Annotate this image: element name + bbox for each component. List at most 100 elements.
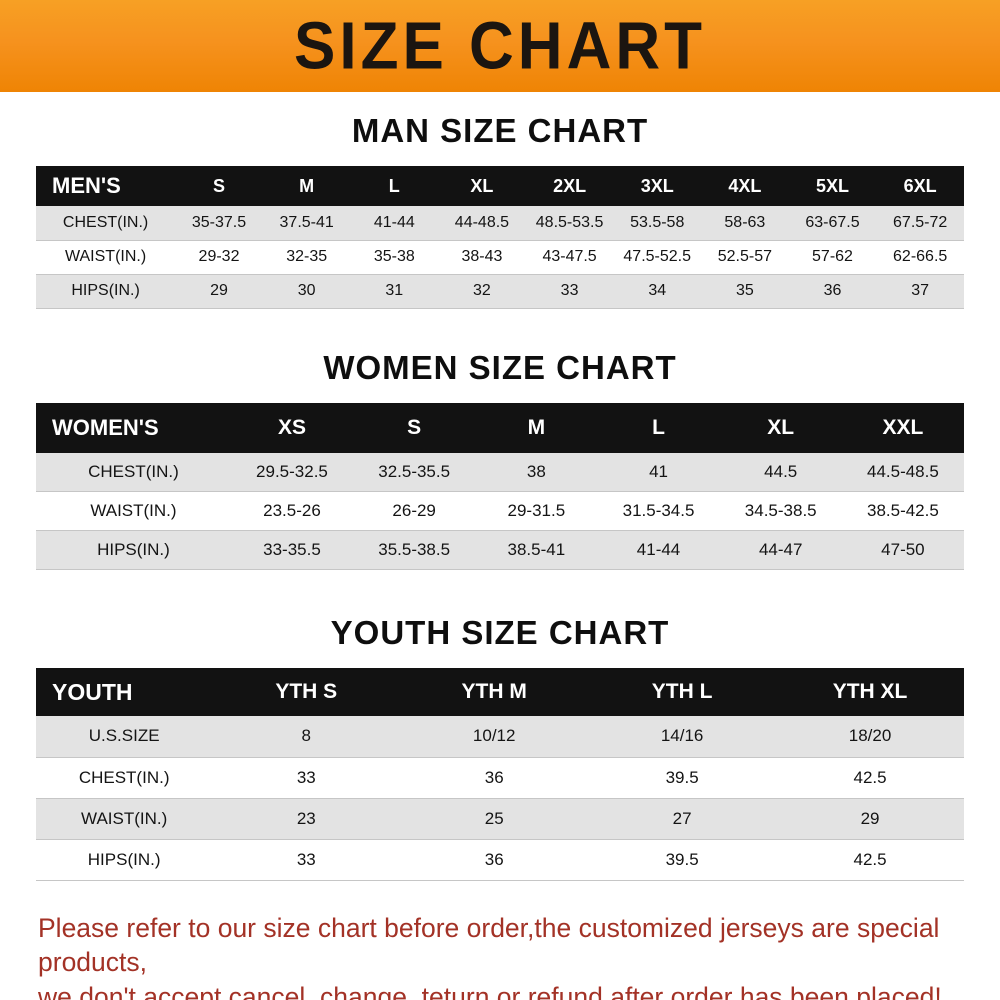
size-column-header: YTH XL — [776, 668, 964, 716]
measurement-value: 29-31.5 — [507, 501, 566, 520]
size-chart-section: WOMEN SIZE CHART WOMEN'S XS S M L XL XXL CHEST(I… — [0, 349, 1000, 571]
measurement-value: 34.5-38.5 — [744, 501, 817, 520]
measurement-value: 33 — [296, 849, 316, 869]
size-column-header: YTH M — [400, 668, 589, 716]
measurement-label: WAIST(IN.) — [65, 248, 147, 265]
table-header-row: WOMEN'S XS S M L XL XXL — [36, 402, 964, 453]
table-name-header: MEN'S — [36, 166, 176, 206]
size-column-header: S — [175, 166, 263, 206]
measurement-value: 58-63 — [724, 213, 766, 231]
measurement-value: 63-67.5 — [805, 213, 860, 231]
measurement-label: WAIST(IN.) — [90, 501, 177, 520]
size-column-header: L — [597, 402, 720, 453]
table-row: HIPS(IN.) 33 36 39.5 42.5 — [36, 839, 964, 880]
charts-container: MAN SIZE CHART MEN'S S M L XL 2XL 3XL 4XL 5XL 6XL C… — [0, 92, 1000, 881]
measurement-value: 41 — [649, 461, 668, 481]
table-header-row: YOUTH YTH S YTH M YTH L YTH XL — [36, 668, 964, 716]
measurement-value: 44-48.5 — [454, 213, 510, 231]
measurement-value: 31.5-34.5 — [622, 501, 695, 520]
measurement-value: 32-35 — [286, 248, 328, 265]
measurement-value: 38 — [526, 461, 546, 481]
measurement-value: 29.5-32.5 — [256, 461, 328, 481]
measurement-value: 43-47.5 — [542, 248, 597, 265]
measurement-value: 67.5-72 — [893, 213, 948, 231]
measurement-label: HIPS(IN.) — [87, 849, 161, 869]
size-column-header: 2XL — [525, 166, 614, 206]
section-heading: WOMEN SIZE CHART — [323, 348, 677, 386]
measurement-value: 32.5-35.5 — [378, 461, 451, 481]
measurement-label: CHEST(IN.) — [88, 461, 179, 481]
size-column-header: XL — [719, 402, 842, 453]
measurement-value: 44.5-48.5 — [866, 461, 939, 481]
measurement-value: 33 — [560, 282, 579, 299]
table-row: CHEST(IN.) 35-37.5 37.5-41 41-44 44-48.5 48.5… — [36, 206, 964, 240]
measurement-label: U.S.SIZE — [88, 726, 160, 746]
measurement-value: 39.5 — [665, 767, 699, 787]
measurement-value: 39.5 — [665, 849, 699, 869]
table-row: WAIST(IN.) 29-32 32-35 35-38 38-43 43-47.5 47.… — [36, 240, 964, 274]
footer-line-1: Please refer to our size chart before or… — [38, 912, 940, 978]
footer-line-2: we don't accept cancel, change, teturn o… — [38, 982, 942, 1000]
measurement-value: 31 — [385, 282, 404, 299]
size-column-header: 3XL — [613, 166, 702, 206]
banner: SIZE CHART — [0, 0, 1000, 92]
measurement-value: 23 — [296, 808, 316, 828]
measurement-value: 35 — [735, 282, 754, 299]
size-table: MEN'S S M L XL 2XL 3XL 4XL 5XL 6XL CHEST(IN.) 35-37… — [36, 166, 964, 309]
measurement-value: 62-66.5 — [893, 248, 948, 265]
measurement-value: 33-35.5 — [263, 540, 321, 559]
size-column-header: 4XL — [701, 166, 789, 206]
table-row: U.S.SIZE 8 10/12 14/16 18/20 — [36, 716, 964, 757]
measurement-label: WAIST(IN.) — [81, 808, 168, 828]
measurement-label: CHEST(IN.) — [62, 213, 149, 231]
size-chart-section: YOUTH SIZE CHART YOUTH YTH S YTH M YTH L YTH … — [0, 614, 1000, 881]
measurement-value: 18/20 — [848, 726, 892, 746]
size-column-header: 5XL — [788, 166, 877, 206]
footer-note: Please refer to our size chart before or… — [38, 911, 962, 1000]
page-title: SIZE CHART — [294, 8, 706, 84]
measurement-value: 33 — [296, 767, 316, 787]
measurement-value: 44-47 — [758, 540, 803, 559]
size-column-header: YTH S — [212, 668, 401, 716]
measurement-value: 29-32 — [198, 248, 240, 265]
size-column-header: XXL — [841, 402, 964, 453]
measurement-value: 38.5-42.5 — [866, 501, 939, 520]
measurement-value: 36 — [484, 849, 504, 869]
measurement-value: 10/12 — [472, 726, 516, 746]
measurement-value: 42.5 — [853, 849, 887, 869]
measurement-value: 57-62 — [812, 248, 853, 265]
measurement-value: 35.5-38.5 — [378, 540, 451, 559]
measurement-value: 38.5-41 — [507, 540, 566, 559]
measurement-value: 25 — [484, 808, 504, 828]
size-column-header: M — [475, 402, 598, 453]
measurement-value: 37.5-41 — [279, 213, 334, 231]
section-heading: MAN SIZE CHART — [351, 112, 649, 149]
measurement-value: 14/16 — [660, 726, 704, 746]
table-row: CHEST(IN.) 29.5-32.5 32.5-35.5 38 41 44.5 44.5… — [36, 452, 964, 492]
measurement-value: 30 — [297, 282, 316, 299]
table-row: WAIST(IN.) 23.5-26 26-29 29-31.5 31.5-34.5 34… — [36, 491, 964, 531]
measurement-label: CHEST(IN.) — [78, 767, 170, 787]
size-column-header: XS — [230, 402, 354, 453]
measurement-value: 38-43 — [461, 248, 503, 265]
measurement-value: 42.5 — [853, 767, 887, 787]
measurement-value: 37 — [911, 282, 930, 299]
measurement-value: 44.5 — [764, 461, 798, 481]
table-row: HIPS(IN.) 33-35.5 35.5-38.5 38.5-41 41-44 44-… — [36, 530, 964, 570]
table-row: CHEST(IN.) 33 36 39.5 42.5 — [36, 757, 964, 798]
size-column-header: YTH L — [588, 668, 777, 716]
measurement-value: 35-37.5 — [191, 213, 247, 231]
measurement-value: 36 — [823, 282, 842, 299]
measurement-value: 47-50 — [881, 540, 925, 559]
size-column-header: M — [262, 166, 351, 206]
measurement-value: 53.5-58 — [630, 213, 685, 231]
table-row: WAIST(IN.) 23 25 27 29 — [36, 798, 964, 839]
size-table: WOMEN'S XS S M L XL XXL CHEST(IN.) 29.5-32.5 32.5… — [36, 402, 964, 571]
measurement-value: 35-38 — [373, 248, 415, 265]
measurement-value: 48.5-53.5 — [535, 213, 604, 231]
measurement-value: 29 — [860, 808, 880, 828]
table-name-header: WOMEN'S — [36, 402, 231, 453]
table-header-row: MEN'S S M L XL 2XL 3XL 4XL 5XL 6XL — [36, 166, 964, 206]
size-column-header: XL — [438, 166, 526, 206]
